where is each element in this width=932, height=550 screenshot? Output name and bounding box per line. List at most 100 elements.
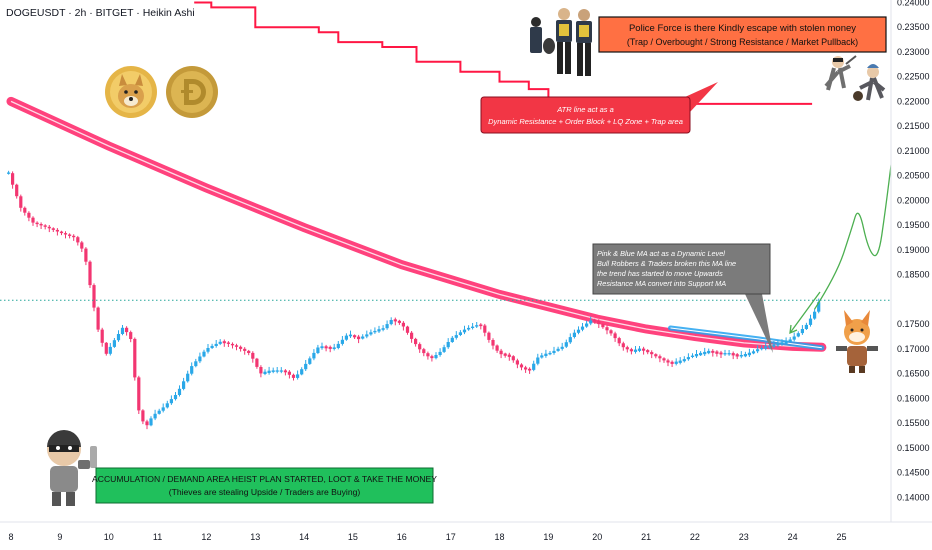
- ma-note-line1: Pink & Blue MA act as a Dynamic Level: [597, 249, 725, 258]
- doge-coin-icon: [105, 66, 157, 118]
- x-tick-label: 20: [592, 532, 602, 542]
- candle-body: [552, 350, 556, 353]
- candle-body: [743, 354, 747, 357]
- price-axis: [891, 0, 932, 522]
- y-tick-label: 0.15000: [897, 443, 930, 453]
- x-tick-label: 19: [543, 532, 553, 542]
- x-tick-label: 23: [739, 532, 749, 542]
- candle-body: [43, 225, 47, 227]
- x-tick-label: 10: [104, 532, 114, 542]
- candle-body: [560, 346, 564, 349]
- candle-body: [544, 353, 548, 356]
- candle-body: [259, 367, 263, 374]
- accum-note-line1: ACCUMULATION / DEMAND AREA HEIST PLAN ST…: [92, 474, 437, 484]
- candle-body: [499, 350, 503, 355]
- candle-body: [467, 327, 471, 330]
- candle-body: [377, 329, 381, 332]
- candle-body: [723, 353, 727, 355]
- candle-body: [727, 353, 731, 355]
- candle-body: [479, 324, 483, 327]
- candle-body: [68, 234, 72, 236]
- candle-body: [495, 345, 499, 351]
- candle-body: [507, 354, 511, 357]
- candle-body: [251, 352, 255, 359]
- candle-body: [751, 351, 756, 354]
- candle-body: [84, 248, 88, 262]
- candle-body: [792, 336, 796, 340]
- x-tick-label: 8: [8, 532, 13, 542]
- candle-body: [92, 285, 96, 308]
- candle-body: [430, 356, 434, 359]
- x-tick-label: 14: [299, 532, 309, 542]
- candle-body: [475, 325, 479, 327]
- candle-body: [55, 229, 59, 232]
- cowboy-shiba-icon: [836, 310, 878, 373]
- candle-body: [324, 346, 328, 349]
- candle-body: [735, 354, 739, 357]
- candle-body: [393, 319, 397, 322]
- y-tick-label: 0.23000: [897, 47, 930, 57]
- y-tick-label: 0.19500: [897, 220, 930, 230]
- candle-body: [438, 351, 442, 355]
- candle-body: [536, 357, 540, 364]
- candle-body: [190, 366, 194, 374]
- candle-body: [418, 344, 422, 350]
- candle-body: [328, 346, 332, 349]
- candle-body: [19, 196, 23, 208]
- candle-body: [312, 352, 316, 359]
- candle-body: [23, 207, 27, 213]
- candle-body: [332, 347, 336, 349]
- candle-body: [218, 341, 222, 344]
- y-tick-label: 0.20500: [897, 171, 930, 181]
- candle-body: [491, 340, 495, 346]
- ma-annotation: Pink & Blue MA act as a Dynamic Level Bu…: [592, 243, 773, 353]
- candle-body: [576, 329, 581, 333]
- candle-body: [348, 334, 353, 337]
- candle-body: [27, 212, 31, 218]
- candle-body: [446, 342, 450, 348]
- candle-body: [296, 374, 300, 378]
- x-tick-label: 24: [788, 532, 798, 542]
- candle-body: [222, 341, 226, 344]
- candle-body: [11, 173, 15, 185]
- candle-body: [642, 348, 646, 351]
- candle-body: [267, 370, 271, 373]
- candle-body: [760, 348, 764, 350]
- y-tick-label: 0.19000: [897, 245, 930, 255]
- candle-body: [112, 340, 116, 347]
- candle-body: [340, 339, 344, 344]
- police-note-line1: Police Force is there Kindly escape with…: [629, 23, 856, 34]
- candle-body: [511, 356, 515, 361]
- candle-body: [35, 222, 39, 225]
- x-tick-label: 17: [446, 532, 456, 542]
- candle-body: [291, 374, 296, 378]
- candle-body: [357, 336, 361, 340]
- y-tick-label: 0.17500: [897, 319, 930, 329]
- candle-body: [161, 407, 165, 411]
- candle-body: [263, 371, 267, 374]
- bounce-arrowhead: [789, 324, 798, 335]
- candle-body: [637, 348, 642, 351]
- candle-body: [369, 332, 373, 335]
- candle-body: [31, 217, 35, 223]
- candle-body: [739, 355, 743, 357]
- ma-note-line3: the trend has started to move Upwards: [597, 269, 723, 278]
- candle-body: [15, 184, 19, 197]
- candle-body: [198, 356, 202, 362]
- candle-body: [414, 338, 418, 345]
- candle-body: [662, 358, 666, 361]
- candle-body: [817, 302, 821, 312]
- candle-body: [141, 410, 145, 422]
- candle-body: [670, 361, 674, 364]
- candle-body: [450, 337, 454, 342]
- running-thieves-icon: [824, 55, 886, 101]
- candle-body: [784, 341, 788, 344]
- candle-body: [76, 237, 80, 243]
- candle-body: [145, 421, 149, 426]
- y-tick-label: 0.14000: [897, 492, 930, 502]
- time-axis: [0, 522, 932, 550]
- candle-body: [515, 360, 519, 365]
- candle-body: [344, 335, 348, 340]
- candle-body: [239, 346, 243, 349]
